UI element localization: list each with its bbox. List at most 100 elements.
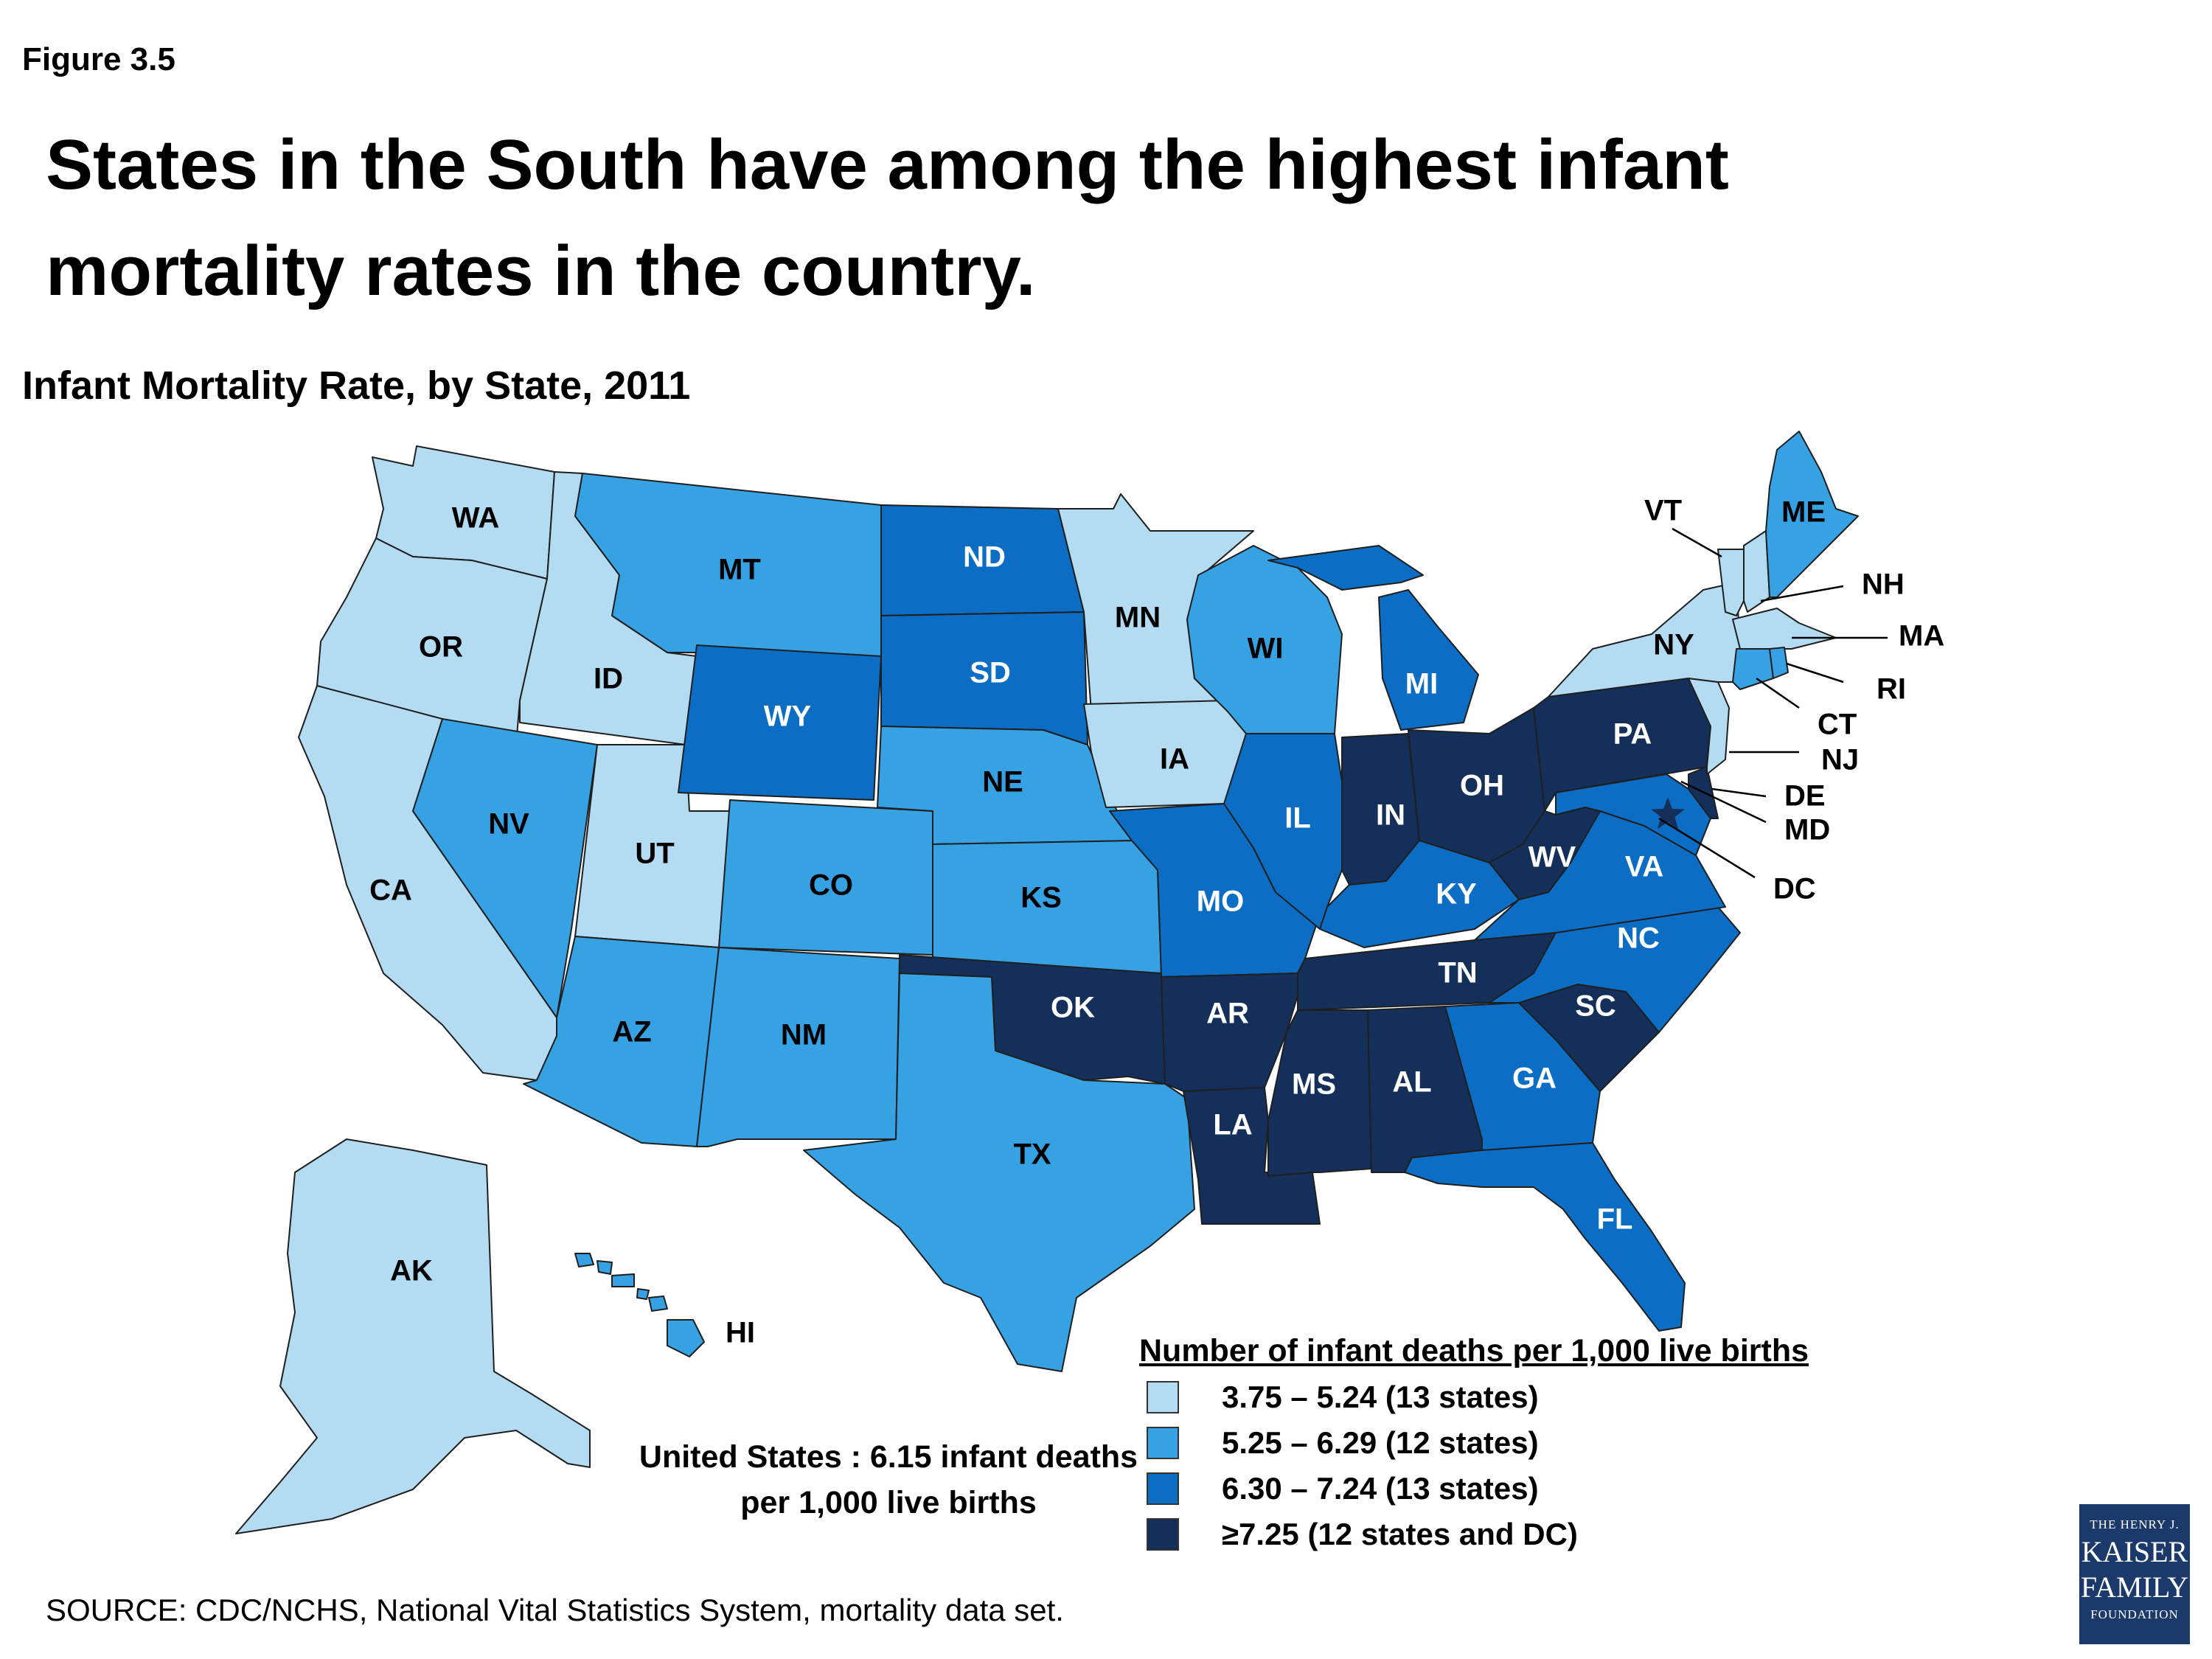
state-label-va: VA xyxy=(1625,851,1664,883)
state-label-sc: SC xyxy=(1575,990,1616,1023)
state-label-al: AL xyxy=(1392,1066,1431,1099)
state-label-mn: MN xyxy=(1115,602,1161,634)
callout-label-ri: RI xyxy=(1877,673,1906,706)
state-label-co: CO xyxy=(809,869,853,902)
chart-subtitle: Infant Mortality Rate, by State, 2011 xyxy=(22,364,691,408)
logo-line-3: FAMILY xyxy=(2080,1571,2189,1604)
callout-line-vt xyxy=(1672,527,1722,558)
state-label-az: AZ xyxy=(612,1016,651,1048)
legend-label-4: ≥7.25 (12 states and DC) xyxy=(1222,1517,1578,1551)
page-title: States in the South have among the highe… xyxy=(46,125,1729,310)
state-label-la: LA xyxy=(1213,1109,1252,1141)
legend-label-2: 5.25 – 6.29 (12 states) xyxy=(1222,1425,1539,1460)
legend-item: 3.75 – 5.24 (13 states) xyxy=(1147,1380,1809,1415)
state-label-ok: OK xyxy=(1051,992,1095,1024)
state-label-wy: WY xyxy=(764,700,812,733)
state-label-tx: TX xyxy=(1013,1138,1051,1171)
callout-line-nh xyxy=(1760,585,1844,602)
state-label-il: IL xyxy=(1284,802,1311,835)
state-label-ut: UT xyxy=(635,838,674,870)
callout-line-ct xyxy=(1756,677,1800,709)
state-label-nc: NC xyxy=(1617,922,1660,955)
state-label-ms: MS xyxy=(1292,1068,1336,1101)
state-or xyxy=(316,538,548,745)
logo-line-2: KAISER xyxy=(2081,1535,2188,1568)
state-tx xyxy=(803,973,1195,1372)
state-label-nd: ND xyxy=(963,541,1006,574)
state-label-mi: MI xyxy=(1405,668,1438,700)
state-label-id: ID xyxy=(594,663,623,695)
state-label-ak: AK xyxy=(390,1255,433,1287)
state-nh xyxy=(1743,530,1770,613)
callout-line-ri xyxy=(1786,662,1844,684)
logo-line-4: FOUNDATION xyxy=(2090,1607,2179,1621)
callout-label-ma: MA xyxy=(1899,620,1944,653)
state-md xyxy=(1555,773,1711,856)
callout-label-nj: NJ xyxy=(1821,744,1859,776)
legend-swatch-3 xyxy=(1147,1472,1179,1505)
state-label-ne: NE xyxy=(982,766,1023,799)
figure-label: Figure 3.5 xyxy=(22,41,175,77)
legend-swatch-1 xyxy=(1147,1381,1179,1413)
state-label-nv: NV xyxy=(488,808,529,841)
state-nj xyxy=(1688,678,1730,775)
state-ak xyxy=(235,1138,591,1534)
state-label-tn: TN xyxy=(1438,957,1477,990)
state-wy xyxy=(678,644,882,801)
state-nc xyxy=(1489,906,1741,1033)
state-label-wa: WA xyxy=(452,502,499,535)
state-ma xyxy=(1732,608,1837,650)
state-vt xyxy=(1717,549,1745,616)
state-label-ga: GA xyxy=(1512,1062,1557,1095)
logo-line-1: THE HENRY J. xyxy=(2090,1517,2180,1531)
state-label-sd: SD xyxy=(970,657,1011,689)
callout-label-de: DE xyxy=(1784,780,1826,813)
state-label-nm: NM xyxy=(781,1019,827,1051)
legend-label-1: 3.75 – 5.24 (13 states) xyxy=(1222,1380,1539,1414)
state-nv xyxy=(412,718,598,1018)
callout-line-dc xyxy=(1658,817,1756,879)
callout-label-dc: DC xyxy=(1773,873,1816,905)
callout-label-ct: CT xyxy=(1818,709,1857,741)
source-note: SOURCE: CDC/NCHS, National Vital Statist… xyxy=(46,1593,1064,1627)
state-label-or: OR xyxy=(419,631,463,664)
callout-line-de xyxy=(1711,787,1767,798)
state-label-wi: WI xyxy=(1248,633,1284,665)
state-fl xyxy=(1404,1142,1686,1332)
legend: Number of infant deaths per 1,000 live b… xyxy=(1139,1333,1809,1552)
callout-label-vt: VT xyxy=(1644,495,1682,527)
state-ny xyxy=(1548,582,1741,698)
state-label-me: ME xyxy=(1781,496,1826,529)
state-label-ar: AR xyxy=(1206,998,1249,1030)
kff-logo: THE HENRY J. KAISER FAMILY FOUNDATION xyxy=(2079,1504,2190,1644)
legend-swatch-4 xyxy=(1147,1518,1179,1551)
state-label-fl: FL xyxy=(1597,1203,1633,1236)
state-label-oh: OH xyxy=(1460,770,1504,802)
legend-item: 6.30 – 7.24 (13 states) xyxy=(1147,1471,1809,1506)
state-label-hi: HI xyxy=(726,1317,755,1349)
state-label-mo: MO xyxy=(1197,886,1244,918)
state-wv xyxy=(1489,807,1601,900)
state-label-ky: KY xyxy=(1436,878,1477,911)
state-dc-marker xyxy=(1651,797,1685,830)
state-label-ia: IA xyxy=(1160,743,1189,776)
callout-line-md xyxy=(1680,780,1767,824)
state-ar xyxy=(1161,973,1298,1092)
state-label-ny: NY xyxy=(1653,629,1694,661)
legend-item: ≥7.25 (12 states and DC) xyxy=(1147,1517,1809,1552)
state-me xyxy=(1765,431,1859,598)
state-hi xyxy=(574,1253,705,1357)
state-ri xyxy=(1769,647,1789,679)
state-label-wv: WV xyxy=(1528,841,1576,874)
us-average-note: United States : 6.15 infant deaths per 1… xyxy=(639,1439,1138,1520)
callout-label-nh: NH xyxy=(1862,568,1905,601)
state-ct xyxy=(1732,648,1774,690)
callout-label-md: MD xyxy=(1784,814,1830,846)
legend-item: 5.25 – 6.29 (12 states) xyxy=(1147,1425,1809,1461)
state-mi xyxy=(1267,545,1479,731)
state-label-ks: KS xyxy=(1020,882,1062,914)
legend-swatch-2 xyxy=(1147,1427,1179,1459)
state-label-ca: CA xyxy=(369,874,412,907)
state-label-mt: MT xyxy=(718,554,761,586)
